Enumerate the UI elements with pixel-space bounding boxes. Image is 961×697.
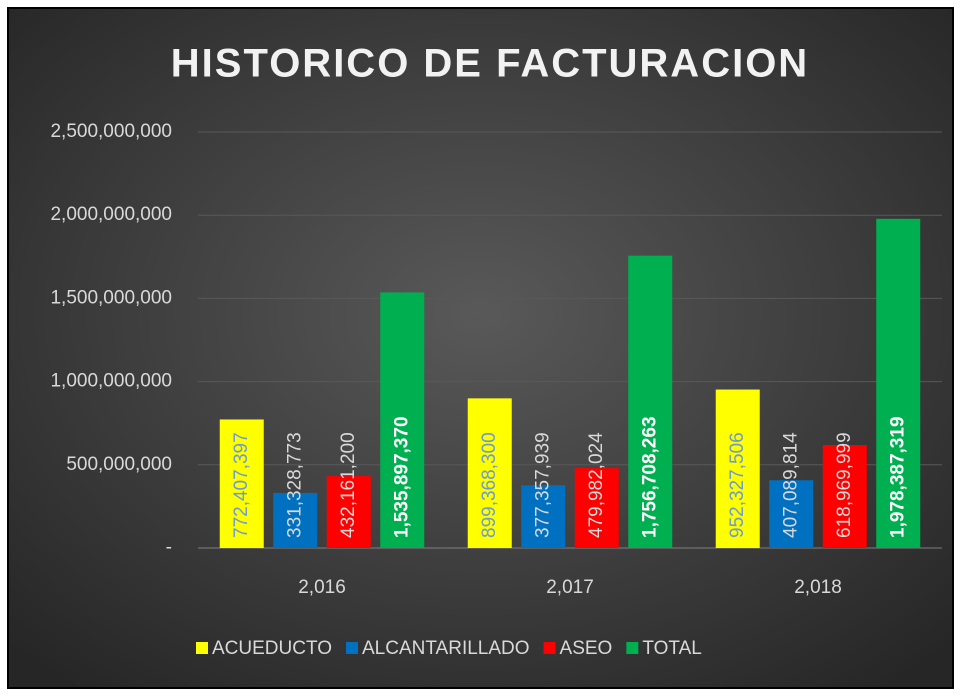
data-label: 1,756,708,263 [639, 416, 660, 538]
data-label: 1,535,897,370 [391, 416, 412, 538]
x-tick-label: 2,016 [298, 577, 346, 598]
bar [715, 389, 760, 548]
bar [219, 419, 264, 548]
bar [822, 445, 867, 548]
data-label: 407,089,814 [780, 432, 801, 538]
bar [467, 398, 512, 548]
legend-swatch [543, 642, 556, 654]
data-label: 377,357,939 [532, 432, 553, 538]
y-tick-label: 500,000,000 [66, 454, 172, 475]
data-label: 618,969,999 [834, 432, 855, 538]
bar [628, 255, 673, 548]
bar [273, 492, 318, 548]
y-tick-label: 2,000,000,000 [50, 204, 172, 225]
data-label: 1,978,387,319 [887, 416, 908, 538]
x-tick-label: 2,018 [794, 577, 842, 598]
legend-label: TOTAL [642, 638, 701, 659]
x-tick-label: 2,017 [546, 577, 594, 598]
legend-swatch [626, 642, 639, 654]
y-tick-label: 1,500,000,000 [50, 287, 172, 308]
legend-swatch [196, 642, 208, 654]
bar [876, 218, 921, 548]
bar [521, 485, 566, 548]
bar [574, 468, 619, 548]
data-label: 479,982,024 [586, 432, 607, 538]
data-label: 432,161,200 [338, 432, 359, 538]
y-tick-label: 2,500,000,000 [50, 121, 172, 142]
bar [326, 476, 371, 548]
data-label: 772,407,397 [231, 432, 252, 538]
legend-swatch [346, 642, 358, 654]
data-label: 952,327,506 [727, 432, 748, 538]
y-tick-label: 1,000,000,000 [50, 371, 172, 392]
legend-label: ALCANTARILLADO [362, 638, 530, 659]
bar [380, 292, 425, 548]
y-tick-label: - [166, 537, 172, 558]
data-label: 331,328,773 [284, 432, 305, 538]
bar [769, 480, 814, 548]
chart-background [7, 7, 954, 689]
legend-label: ASEO [560, 638, 613, 659]
chart-title: HISTORICO DE FACTURACION [171, 42, 809, 86]
legend-label: ACUEDUCTO [212, 638, 332, 659]
data-label: 899,368,300 [479, 432, 500, 538]
